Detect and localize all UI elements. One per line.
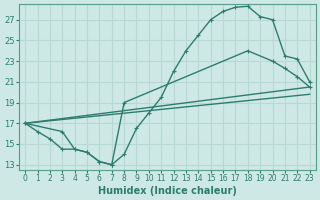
X-axis label: Humidex (Indice chaleur): Humidex (Indice chaleur) xyxy=(98,186,237,196)
